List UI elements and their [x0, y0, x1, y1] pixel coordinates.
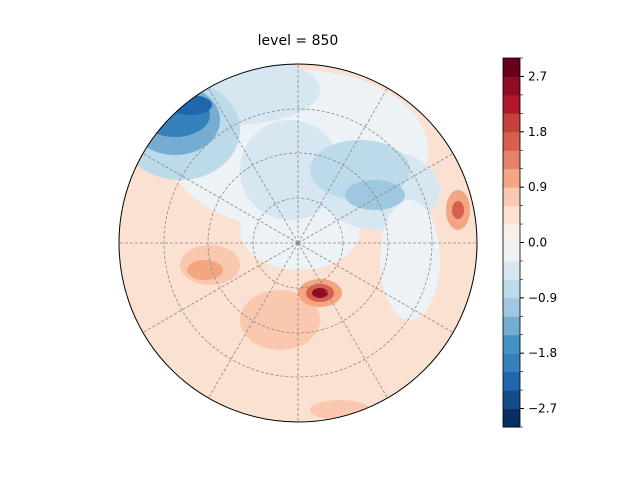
contour-region — [240, 120, 340, 220]
colorbar-level — [503, 205, 520, 225]
colorbar-tick-label: 2.7 — [528, 69, 547, 83]
chart-title: level = 850 — [257, 33, 339, 49]
contour-region — [345, 180, 405, 210]
colorbar-level — [503, 390, 520, 410]
colorbar-level — [503, 94, 520, 114]
colorbar-level — [503, 371, 520, 391]
contour-region — [452, 201, 464, 219]
contour-region — [312, 288, 328, 298]
contour-region — [187, 260, 223, 280]
colorbar-level — [503, 113, 520, 133]
contour-region — [240, 290, 320, 350]
colorbar-level — [503, 316, 520, 336]
colorbar-level — [503, 242, 520, 262]
colorbar: 2.7 1.8 0.9 0.0 −0.9 −1.8 −2.7 — [502, 57, 557, 428]
colorbar-level — [503, 279, 520, 299]
colorbar-level — [503, 224, 520, 243]
colorbar-tick-label: −2.7 — [528, 402, 557, 416]
latitude-gridline — [163, 108, 433, 378]
colorbar-tick-label: 0.0 — [528, 236, 547, 250]
colorbar-level — [503, 58, 520, 77]
colorbar-level — [503, 334, 520, 354]
colorbar-level — [503, 187, 520, 207]
colorbar-tick-label: −0.9 — [528, 291, 557, 305]
contour-region — [168, 95, 212, 115]
colorbar-level — [503, 76, 520, 96]
map-area — [119, 64, 477, 422]
gridlines — [119, 64, 477, 422]
colorbar-level — [503, 353, 520, 373]
colorbar-level — [503, 131, 520, 151]
colorbar-level — [503, 297, 520, 317]
colorbar-tick-label: 0.9 — [528, 180, 547, 194]
colorbar-tick-label: 1.8 — [528, 125, 547, 139]
contour-region — [380, 200, 440, 320]
colorbar-tick-label: −1.8 — [528, 346, 557, 360]
colorbar-level — [503, 168, 520, 188]
colorbar-level — [503, 150, 520, 170]
colorbar-level — [503, 408, 520, 428]
colorbar-level — [503, 260, 520, 280]
map-boundary — [118, 63, 478, 423]
